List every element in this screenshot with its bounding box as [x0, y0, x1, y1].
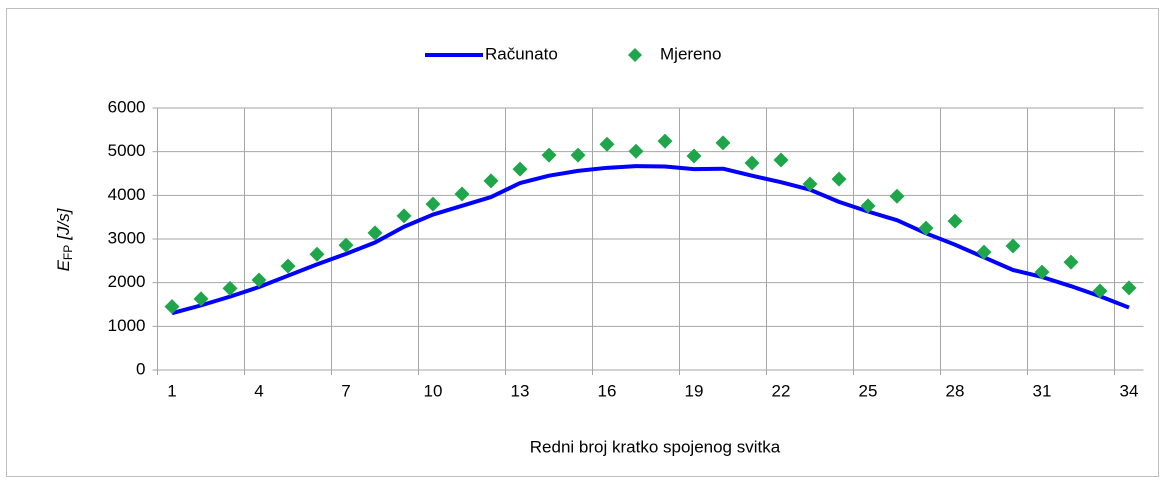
- data-point: [1121, 280, 1137, 296]
- data-point: [280, 258, 296, 274]
- y-tick-label: 4000: [108, 185, 146, 204]
- data-point: [657, 133, 673, 149]
- data-point: [802, 176, 818, 192]
- y-tick-label: 0: [136, 359, 145, 378]
- x-tick-label: 7: [341, 381, 350, 400]
- x-tick-label: 4: [254, 381, 263, 400]
- x-tick-label: 13: [511, 381, 530, 400]
- data-point: [512, 161, 528, 177]
- x-tick-label: 22: [772, 381, 791, 400]
- y-tick-label: 5000: [108, 141, 146, 160]
- x-axis-label: Redni broj kratko spojenog svitka: [530, 437, 781, 456]
- y-axis-label: EFP [J/s]: [54, 207, 75, 271]
- data-point: [1092, 283, 1108, 299]
- legend-label: Računato: [485, 44, 558, 63]
- data-point: [338, 237, 354, 253]
- x-tick-label: 28: [946, 381, 965, 400]
- data-point: [1005, 238, 1021, 254]
- data-point: [947, 213, 963, 229]
- data-point: [628, 143, 644, 159]
- data-point: [773, 152, 789, 168]
- data-point: [396, 208, 412, 224]
- y-tick-label: 1000: [108, 316, 146, 335]
- data-point: [222, 280, 238, 296]
- legend-marker: [628, 48, 642, 62]
- data-point: [715, 135, 731, 151]
- data-point: [309, 246, 325, 262]
- data-point: [425, 196, 441, 212]
- y-label-subscript: FP: [61, 245, 75, 260]
- y-tick-label: 2000: [108, 272, 146, 291]
- data-point: [541, 147, 557, 163]
- data-point: [367, 225, 383, 241]
- y-label-symbol: E: [54, 259, 73, 271]
- data-point: [976, 244, 992, 260]
- y-tick-label: 6000: [108, 97, 146, 116]
- data-point: [599, 136, 615, 152]
- data-point: [686, 148, 702, 164]
- y-label-unit: [J/s]: [54, 207, 73, 240]
- data-point: [454, 186, 470, 202]
- x-tick-label: 25: [859, 381, 878, 400]
- data-point: [164, 299, 180, 315]
- data-point: [889, 188, 905, 204]
- data-point: [744, 155, 760, 171]
- data-point: [1063, 254, 1079, 270]
- data-point: [831, 171, 847, 187]
- x-tick-label: 31: [1033, 381, 1052, 400]
- legend-label: Mjereno: [660, 44, 721, 63]
- data-point: [251, 272, 267, 288]
- data-point: [918, 220, 934, 236]
- chart-frame: [6, 8, 1159, 477]
- x-tick-label: 16: [598, 381, 617, 400]
- x-tick-label: 34: [1120, 381, 1139, 400]
- data-point: [483, 173, 499, 189]
- data-point: [860, 198, 876, 214]
- x-tick-label: 19: [685, 381, 704, 400]
- x-tick-label: 1: [167, 381, 176, 400]
- data-point: [1034, 264, 1050, 280]
- x-tick-label: 10: [424, 381, 443, 400]
- data-point: [193, 291, 209, 307]
- data-point: [570, 147, 586, 163]
- series-line: [171, 164, 1130, 316]
- y-tick-label: 3000: [108, 228, 146, 247]
